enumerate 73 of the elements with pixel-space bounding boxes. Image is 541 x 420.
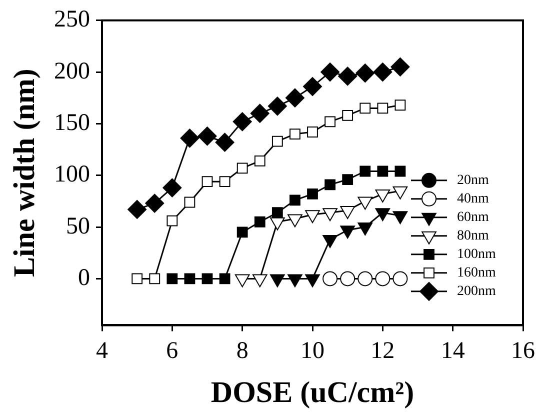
point bbox=[342, 174, 354, 185]
legend-label: 20nm bbox=[457, 173, 489, 188]
point bbox=[236, 226, 248, 238]
x-tick-label: 16 bbox=[511, 338, 535, 364]
legend-label: 200nm bbox=[457, 284, 496, 300]
point bbox=[215, 132, 234, 152]
y-tick-label: 100 bbox=[54, 162, 90, 188]
point bbox=[232, 112, 252, 132]
point bbox=[149, 273, 160, 284]
point bbox=[377, 166, 388, 177]
point bbox=[184, 273, 196, 284]
point bbox=[360, 102, 371, 114]
point bbox=[290, 128, 300, 140]
legend-label: 160nm bbox=[457, 266, 496, 281]
point bbox=[358, 271, 373, 286]
y-tick-label: 150 bbox=[54, 110, 90, 136]
point bbox=[236, 162, 248, 174]
point bbox=[342, 110, 354, 121]
point bbox=[377, 102, 388, 114]
point bbox=[375, 271, 390, 286]
legend-label: 100nm bbox=[457, 247, 496, 262]
y-tick-label: 50 bbox=[66, 213, 90, 240]
point bbox=[166, 273, 178, 284]
point bbox=[338, 66, 358, 86]
point bbox=[202, 273, 213, 284]
point bbox=[303, 77, 322, 96]
x-tick-label: 10 bbox=[300, 338, 324, 364]
point bbox=[202, 176, 213, 188]
point bbox=[145, 194, 164, 213]
point bbox=[162, 178, 182, 198]
legend-label: 40nm bbox=[457, 192, 489, 207]
point bbox=[128, 200, 147, 219]
x-tick-label: 8 bbox=[236, 338, 248, 364]
x-axis-title: DOSE (uC/cm²) bbox=[210, 376, 414, 409]
point bbox=[254, 216, 266, 228]
y-tick-label: 0 bbox=[78, 265, 90, 291]
legend-label: 80nm bbox=[457, 228, 489, 244]
point bbox=[390, 57, 410, 76]
x-tick-label: 4 bbox=[96, 338, 108, 364]
point bbox=[132, 273, 143, 284]
point bbox=[198, 126, 217, 146]
y-tick-label: 250 bbox=[54, 6, 90, 33]
point bbox=[340, 271, 356, 286]
point bbox=[272, 207, 283, 218]
point bbox=[324, 179, 336, 190]
point bbox=[166, 215, 178, 226]
point bbox=[268, 96, 287, 116]
point bbox=[272, 136, 283, 147]
point bbox=[307, 188, 318, 200]
point bbox=[394, 100, 406, 111]
point bbox=[219, 273, 230, 284]
x-tick-label: 6 bbox=[166, 338, 178, 364]
point bbox=[250, 104, 270, 123]
point bbox=[285, 88, 304, 108]
point bbox=[392, 271, 408, 286]
point bbox=[324, 116, 336, 128]
x-tick-label: 12 bbox=[370, 338, 395, 364]
y-axis-title: Line width (nm) bbox=[8, 68, 41, 277]
point bbox=[184, 196, 196, 208]
point bbox=[360, 166, 371, 177]
point bbox=[356, 64, 375, 83]
x-tick-label: 14 bbox=[440, 338, 465, 364]
y-tick-label: 200 bbox=[54, 58, 90, 84]
point bbox=[180, 128, 200, 148]
point bbox=[219, 176, 230, 188]
point bbox=[254, 155, 266, 166]
point bbox=[394, 166, 406, 177]
point bbox=[290, 194, 300, 206]
legend-label: 60nm bbox=[457, 210, 489, 226]
point bbox=[320, 62, 340, 82]
point bbox=[307, 126, 318, 138]
point bbox=[322, 271, 338, 286]
point bbox=[373, 62, 392, 82]
